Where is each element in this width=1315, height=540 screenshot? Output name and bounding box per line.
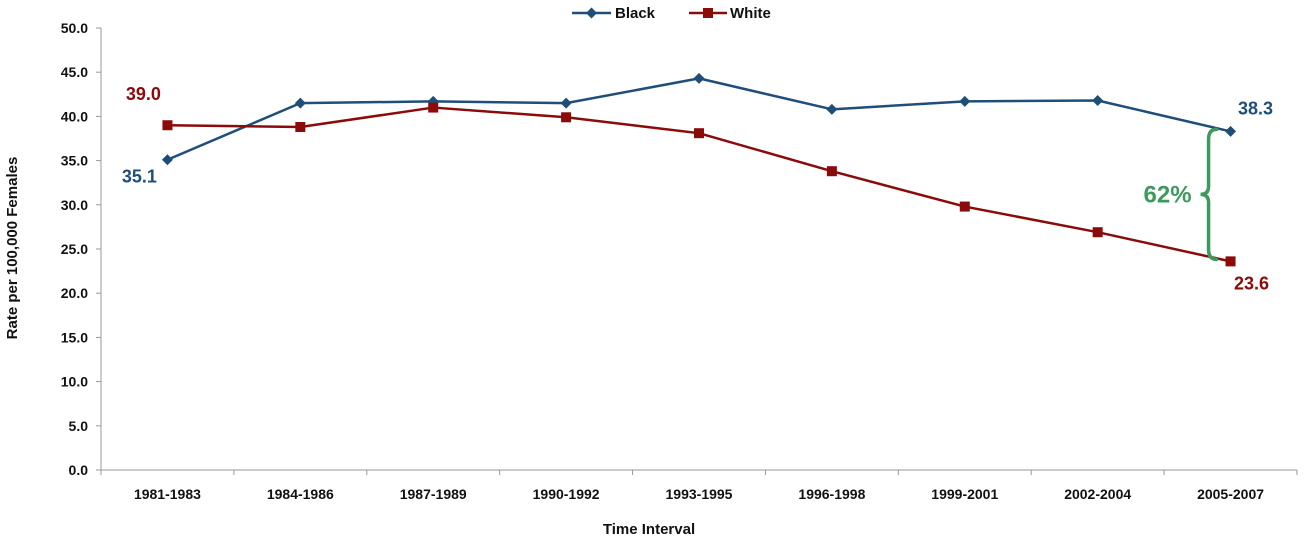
legend: Black White [572,5,771,22]
chart-axes: 0.0 5.0 10.0 15.0 20.0 25.0 30.0 35.0 40.0 45.0 50… [61,20,1298,502]
legend-item-black: Black [572,5,656,22]
data-point-white [1092,227,1103,238]
x-tick-label: 1984-1986 [267,486,334,502]
x-tick-label: 1993-1995 [666,486,733,502]
x-axis-title: Time Interval [603,521,695,538]
legend-label-white: White [730,5,771,22]
data-point-black [1225,125,1237,137]
x-tick-label: 1999-2001 [931,486,998,502]
legend-marker-white [703,8,713,18]
y-tick-label: 50.0 [61,20,88,36]
legend-label-black: Black [615,5,656,22]
y-tick-label: 35.0 [61,153,88,169]
data-point-black [1092,94,1104,106]
gap-bracket [1200,127,1219,262]
data-label-white-last: 23.6 [1234,273,1269,293]
legend-item-white: White [689,5,771,22]
data-label-black-last: 38.3 [1238,98,1273,118]
data-point-black [560,97,572,109]
y-tick-label: 30.0 [61,197,88,213]
x-tick-label: 1990-1992 [533,486,600,502]
data-point-white [694,128,704,139]
y-tick-label: 15.0 [61,329,88,345]
series-black [161,72,1237,166]
legend-marker-black [586,7,597,19]
data-label-black-first: 35.1 [122,167,157,187]
gap-percent-label: 62% [1144,181,1192,208]
y-tick-label: 45.0 [61,64,88,80]
data-point-white [959,201,970,212]
data-point-white [162,120,173,131]
data-point-black [161,154,173,166]
series-line-black [166,77,1231,161]
series-layer [161,72,1237,267]
data-point-white [826,166,837,177]
data-point-black [826,103,838,115]
series-white [162,102,1236,267]
data-point-white [1225,256,1236,267]
x-tick-label: 1996-1998 [798,486,865,502]
y-tick-label: 10.0 [61,374,88,390]
data-point-white [428,102,439,113]
x-tick-label: 1981-1983 [134,486,201,502]
data-point-black [294,97,306,109]
data-point-white [561,112,572,123]
x-tick-label: 2005-2007 [1197,486,1264,502]
data-label-white-first: 39.0 [126,84,161,104]
y-tick-label: 5.0 [69,418,89,434]
y-axis-title: Rate per 100,000 Females [4,157,21,340]
data-point-black [959,95,971,107]
y-tick-label: 40.0 [61,108,88,124]
y-tick-label: 25.0 [61,241,88,257]
x-tick-label: 2002-2004 [1064,486,1131,502]
x-tick-label: 1987-1989 [400,486,467,502]
data-point-white [295,122,306,133]
data-point-black [693,72,705,84]
y-tick-label: 20.0 [61,285,88,301]
annotation-layer: 39.0 35.1 38.3 23.6 62% [122,84,1273,293]
y-tick-label: 0.0 [69,462,89,478]
